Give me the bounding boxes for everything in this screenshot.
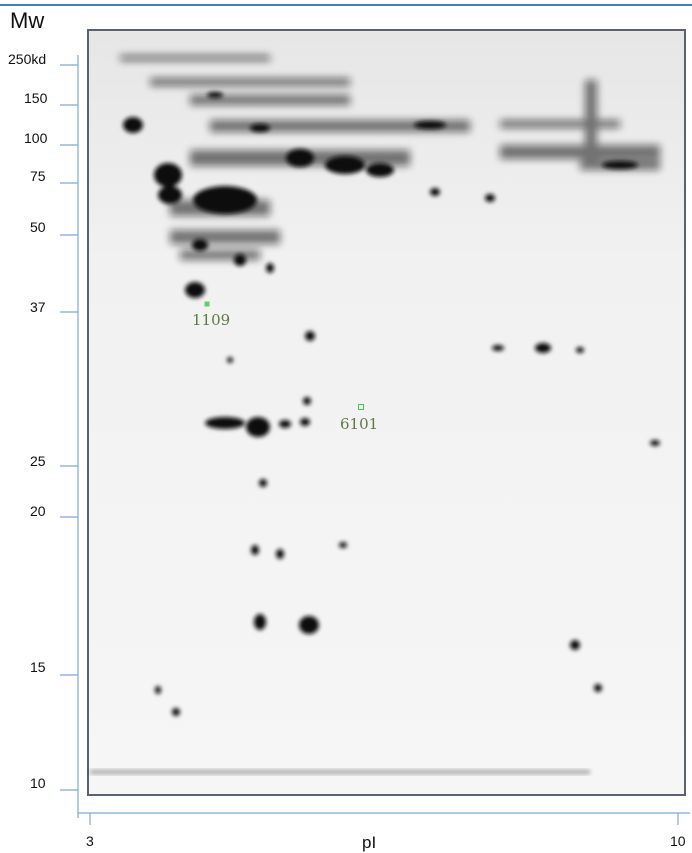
y-tick-label: 37 [30,299,46,315]
y-axis-title: Mw [10,8,44,33]
y-tick-label: 25 [30,453,46,469]
spot-marker [205,302,210,307]
y-tick-label: 15 [30,659,46,675]
y-tick-label: 150 [24,90,48,106]
x-tick-label: 10 [670,833,686,849]
y-tick-label: 250kd [8,51,46,67]
x-axis-title: pI [362,833,376,852]
x-tick-label: 3 [86,833,94,849]
gel-figure: Mw [0,0,692,853]
y-tick-label: 10 [30,775,46,791]
y-tick-label: 20 [30,503,46,519]
y-tick-label: 100 [24,130,48,146]
spot-label: 6101 [340,415,378,433]
spot-label: 1109 [192,311,230,329]
y-tick-label: 50 [30,219,46,235]
y-tick-label: 75 [30,168,46,184]
